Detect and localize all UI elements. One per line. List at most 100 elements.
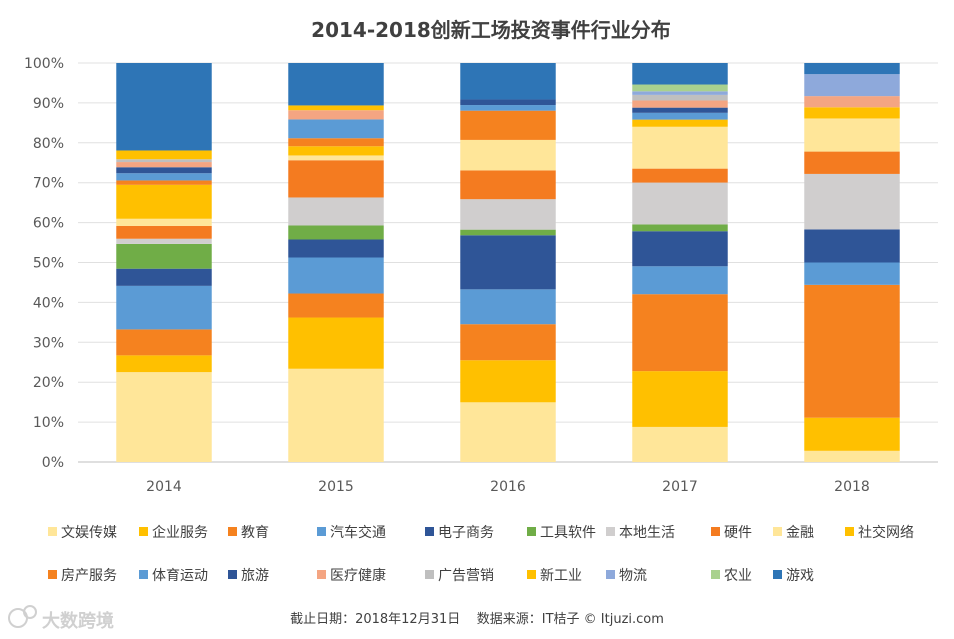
legend-swatch xyxy=(527,570,536,579)
bar-segment-2014-18 xyxy=(116,63,212,151)
y-tick-label: 40% xyxy=(33,295,64,311)
bar-segment-2015-6 xyxy=(288,197,384,226)
bar-segment-2015-0 xyxy=(288,368,384,462)
legend-swatch xyxy=(317,527,326,536)
legend-label: 电子商务 xyxy=(438,525,494,541)
bar-segment-2016-6 xyxy=(460,199,556,230)
legend-label: 工具软件 xyxy=(540,525,596,541)
bar-segment-2017-12 xyxy=(632,107,728,113)
bar-segment-2014-3 xyxy=(116,285,212,330)
bar-segment-2017-5 xyxy=(632,224,728,232)
bar-segment-2016-3 xyxy=(460,289,556,325)
bar-segment-2017-18 xyxy=(632,63,728,85)
bar-segment-2014-13 xyxy=(116,162,212,168)
bar-segment-2015-18 xyxy=(288,63,384,106)
bar-segment-2015-5 xyxy=(288,225,384,240)
chart-footer-source: 截止日期：2018年12月31日 数据来源：IT桔子 © Itjuzi.com xyxy=(290,612,664,627)
x-tick-label: 2018 xyxy=(834,479,870,495)
bar-segment-2015-13 xyxy=(288,110,384,120)
legend-swatch xyxy=(317,570,326,579)
y-tick-label: 50% xyxy=(33,256,64,272)
bar-segment-2017-7 xyxy=(632,168,728,183)
bar-segment-2018-13 xyxy=(804,96,900,108)
x-axis-ticks: 2014 2015 2016 2017 2018 xyxy=(146,479,870,495)
bar-segment-2014-11 xyxy=(116,173,212,181)
bar-segment-2017-6 xyxy=(632,182,728,225)
bar-segment-2018-3 xyxy=(804,262,900,285)
legend-label: 教育 xyxy=(241,525,269,541)
legend-swatch xyxy=(606,570,615,579)
legend-label: 企业服务 xyxy=(152,524,208,541)
bar-segment-2015-7 xyxy=(288,160,384,198)
legend-swatch xyxy=(425,570,434,579)
bar-segment-2014-4 xyxy=(116,268,212,286)
bar-segment-2018-6 xyxy=(804,173,900,230)
legend-label: 游戏 xyxy=(786,568,814,584)
bar-segment-2017-17 xyxy=(632,84,728,92)
legend-label: 旅游 xyxy=(241,568,269,584)
legend-swatch xyxy=(425,527,434,536)
bar-segment-2017-8 xyxy=(632,126,728,169)
y-tick-label: 100% xyxy=(24,56,64,72)
legend-label: 文娱传媒 xyxy=(61,525,117,541)
bar-segment-2014-8 xyxy=(116,218,212,226)
y-tick-label: 80% xyxy=(33,136,64,152)
bar-segment-2018-9 xyxy=(804,107,900,119)
bar-segment-2017-1 xyxy=(632,371,728,427)
bar-segment-2014-14 xyxy=(116,159,212,163)
bar-segment-2017-9 xyxy=(632,119,728,127)
bar-segment-2015-4 xyxy=(288,239,384,258)
bar-segment-2018-8 xyxy=(804,118,900,152)
y-tick-label: 20% xyxy=(33,375,64,391)
bar-segment-2015-9 xyxy=(288,146,384,156)
y-tick-label: 60% xyxy=(33,216,64,232)
bar-segment-2016-1 xyxy=(460,360,556,403)
bar-segment-2016-4 xyxy=(460,235,556,290)
legend-swatch xyxy=(228,527,237,536)
legend-swatch xyxy=(527,527,536,536)
legend-label: 金融 xyxy=(786,525,814,541)
bar-segment-2016-8 xyxy=(460,139,556,171)
bar-segment-2014-12 xyxy=(116,167,212,174)
legend-swatch xyxy=(773,570,782,579)
bar-segment-2016-11 xyxy=(460,105,556,111)
bar-segment-2016-18 xyxy=(460,63,556,100)
legend-label: 农业 xyxy=(724,568,752,584)
legend-label: 新工业 xyxy=(540,568,582,584)
bar-segment-2014-0 xyxy=(116,372,212,462)
bar-segment-2018-4 xyxy=(804,229,900,263)
y-tick-label: 30% xyxy=(33,335,64,351)
x-tick-label: 2014 xyxy=(146,479,182,495)
bar-segment-2018-2 xyxy=(804,284,900,418)
legend-label: 房产服务 xyxy=(61,568,117,584)
y-axis-ticks: 0% 10% 20% 30% 40% 50% 60% 70% 80% 90% 100% xyxy=(24,56,64,471)
bar-segment-2016-10 xyxy=(460,110,556,140)
watermark-logo-icon-small xyxy=(23,605,37,619)
bar-segment-2015-10 xyxy=(288,138,384,147)
legend-swatch xyxy=(48,570,57,579)
bar-segment-2014-15 xyxy=(116,150,212,160)
legend-swatch xyxy=(48,527,57,536)
x-tick-label: 2016 xyxy=(490,479,526,495)
legend-label: 物流 xyxy=(619,568,647,584)
legend-label: 医疗健康 xyxy=(330,567,386,584)
bar-segment-2015-3 xyxy=(288,257,384,294)
bar-segment-2018-1 xyxy=(804,417,900,451)
bar-segment-2017-13 xyxy=(632,100,728,108)
x-tick-label: 2015 xyxy=(318,479,354,495)
bar-segment-2017-3 xyxy=(632,266,728,295)
bar-segment-2015-1 xyxy=(288,317,384,369)
bar-segment-2018-16 xyxy=(804,74,900,97)
y-tick-label: 70% xyxy=(33,176,64,192)
bar-segment-2017-0 xyxy=(632,426,728,462)
bar-segment-2016-2 xyxy=(460,324,556,361)
bar-segment-2017-16 xyxy=(632,91,728,95)
chart-title: 2014-2018创新工场投资事件行业分布 xyxy=(311,18,671,42)
bar-segment-2014-9 xyxy=(116,184,212,219)
bar-segment-2017-4 xyxy=(632,231,728,267)
x-tick-label: 2017 xyxy=(662,479,698,495)
y-tick-label: 0% xyxy=(42,455,64,471)
bar-segment-2016-7 xyxy=(460,170,556,200)
legend-swatch xyxy=(711,570,720,579)
